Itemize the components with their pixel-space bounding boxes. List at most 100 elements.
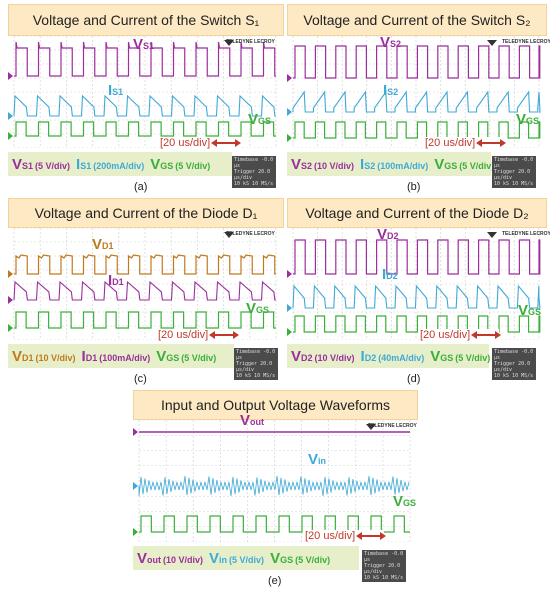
wls: S2: [390, 39, 402, 49]
wls: D1: [102, 241, 114, 251]
waveform-V_GS: [293, 121, 541, 139]
ld: (100mA/div): [377, 160, 429, 171]
timebase-label: [20 us/div]: [420, 329, 502, 341]
chart-title: Input and Output Voltage Waveforms: [133, 390, 418, 420]
waveform-V_GS: [14, 121, 276, 137]
legend-item: V GS (5 V/div): [434, 156, 494, 173]
ld: (10 V/div): [314, 352, 355, 363]
wave-label-vin: Vin: [308, 451, 326, 468]
wl: V: [377, 226, 388, 243]
timebase-info: Timebase -0.0 µs Trigger 20.0 µs/div 10 kS…: [234, 348, 278, 380]
waveform-V_S1: [14, 41, 276, 77]
ld: (5 V/div): [175, 160, 211, 171]
wl: I: [108, 82, 113, 99]
timebase-arrow-icon: [209, 331, 240, 339]
channel-marker-icon: [8, 296, 13, 304]
scope-plot: [287, 36, 541, 148]
waveform-V_GS: [14, 311, 276, 329]
tb1: Timebase -0.0 µs: [494, 157, 534, 169]
timebase-text: [20 us/div]: [158, 329, 209, 341]
ls: S2: [364, 160, 376, 171]
brand-name: TELEDYNE LECROY: [368, 423, 417, 429]
channel-marker-icon: [8, 270, 13, 278]
wave-label-vgs: VGS: [246, 300, 269, 317]
scope-screen: [287, 36, 545, 148]
brand-name: TELEDYNE LECROY: [226, 231, 275, 237]
legend-item: V GS (5 V/div): [150, 156, 210, 173]
legend-item: I D1 (100mA/div): [82, 348, 151, 365]
wave-label-vs2: VS2: [380, 34, 401, 51]
tb3: 10 kS 10 MS/s: [494, 373, 534, 379]
ls: GS: [166, 352, 180, 363]
ls: GS: [160, 160, 174, 171]
ls: GS: [440, 352, 454, 363]
ld: (10 V/div): [35, 352, 76, 363]
li: V: [291, 155, 302, 173]
tb3: 10 kS 10 MS/s: [234, 181, 274, 187]
lecroy-logo-icon: [224, 40, 234, 46]
wave-label-vgs: VGS: [248, 111, 271, 128]
timebase-label: [20 us/div]: [158, 329, 240, 341]
tb3: 10 kS 10 MS/s: [494, 181, 534, 187]
legend: V S2 (10 V/div) I S2 (100mA/div) V GS (5 V/div…: [287, 152, 494, 176]
li: V: [291, 347, 302, 365]
waveform-I_D1: [13, 280, 276, 301]
brand-logo: TELEDYNE LECROY: [502, 39, 550, 45]
timebase-label: [20 us/div]: [425, 137, 507, 149]
wave-label-vgs: VGS: [393, 493, 416, 510]
wave-label-vgs: VGS: [518, 302, 541, 319]
tb2: Trigger 20.0 µs/div: [234, 169, 271, 181]
wl: I: [382, 266, 387, 283]
li: V: [150, 155, 161, 173]
wl: V: [92, 236, 103, 253]
li: I: [76, 155, 81, 173]
waveform-I_S1: [13, 94, 276, 117]
wl: V: [240, 412, 251, 429]
wls: GS: [258, 116, 272, 126]
timebase-text: [20 us/div]: [160, 137, 211, 149]
waveform-I_S2: [292, 90, 541, 113]
channel-marker-icon: [133, 528, 138, 536]
timebase-arrow-icon: [211, 139, 242, 147]
channel-marker-icon: [287, 74, 292, 82]
scope-plot: [287, 228, 541, 340]
ld: (5 V/div): [229, 554, 265, 565]
ls: S1: [22, 160, 34, 171]
wls: D1: [112, 277, 124, 287]
ld: (40mA/div): [378, 352, 425, 363]
ld: (5 V/div): [459, 160, 495, 171]
scope-plot: [133, 420, 411, 542]
ld: (100mA/div): [99, 352, 151, 363]
wl: V: [308, 451, 319, 468]
legend-item: V GS (5 V/div): [430, 348, 490, 365]
wave-label-is1: IS1: [108, 82, 123, 99]
caption: (d): [407, 373, 421, 385]
channel-marker-icon: [287, 134, 292, 142]
wave-label-vs1: VS1: [133, 36, 154, 53]
wls: S1: [112, 87, 124, 97]
wls: D2: [386, 271, 398, 281]
wave-label-is2: IS2: [383, 82, 398, 99]
ls: D1: [22, 352, 34, 363]
wave-label-id2: ID2: [382, 266, 398, 283]
channel-marker-icon: [133, 428, 138, 436]
li: V: [12, 155, 23, 173]
ls: GS: [444, 160, 458, 171]
wls: D2: [387, 231, 399, 241]
wave-label-id1: ID1: [108, 272, 124, 289]
legend-item: V GS (5 V/div): [156, 348, 216, 365]
ls: S1: [80, 160, 92, 171]
scope-plot: [8, 228, 277, 340]
timebase-text: [20 us/div]: [425, 137, 476, 149]
wls: in: [318, 456, 327, 466]
brand-logo: TELEDYNE LECROY: [226, 231, 275, 237]
legend-item: V D2 (10 V/div): [291, 348, 355, 365]
channel-marker-icon: [287, 108, 292, 116]
li: V: [12, 347, 23, 365]
ld: (5 V/div): [455, 352, 491, 363]
wl: V: [246, 300, 257, 317]
caption: (a): [134, 181, 148, 193]
legend-item: I D2 (40mA/div): [361, 348, 425, 365]
li: V: [434, 155, 445, 173]
